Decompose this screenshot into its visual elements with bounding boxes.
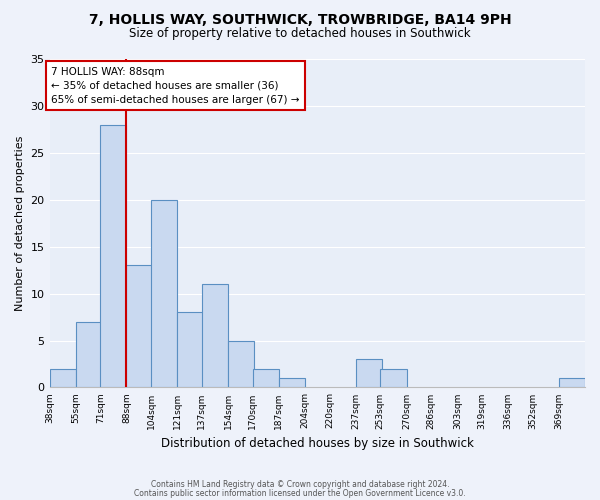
Bar <box>50 368 76 388</box>
Bar <box>356 360 382 388</box>
Bar <box>380 368 407 388</box>
Bar <box>100 124 127 388</box>
Text: Size of property relative to detached houses in Southwick: Size of property relative to detached ho… <box>129 28 471 40</box>
Text: Contains public sector information licensed under the Open Government Licence v3: Contains public sector information licen… <box>134 488 466 498</box>
Text: 7, HOLLIS WAY, SOUTHWICK, TROWBRIDGE, BA14 9PH: 7, HOLLIS WAY, SOUTHWICK, TROWBRIDGE, BA… <box>89 12 511 26</box>
Bar <box>279 378 305 388</box>
Text: Contains HM Land Registry data © Crown copyright and database right 2024.: Contains HM Land Registry data © Crown c… <box>151 480 449 489</box>
Bar <box>228 340 254 388</box>
X-axis label: Distribution of detached houses by size in Southwick: Distribution of detached houses by size … <box>161 437 474 450</box>
Bar <box>559 378 585 388</box>
Text: 7 HOLLIS WAY: 88sqm
← 35% of detached houses are smaller (36)
65% of semi-detach: 7 HOLLIS WAY: 88sqm ← 35% of detached ho… <box>51 66 299 104</box>
Bar <box>177 312 203 388</box>
Y-axis label: Number of detached properties: Number of detached properties <box>15 136 25 311</box>
Bar <box>127 266 152 388</box>
Bar <box>202 284 228 388</box>
Bar <box>253 368 279 388</box>
Bar <box>76 322 102 388</box>
Bar <box>151 200 177 388</box>
